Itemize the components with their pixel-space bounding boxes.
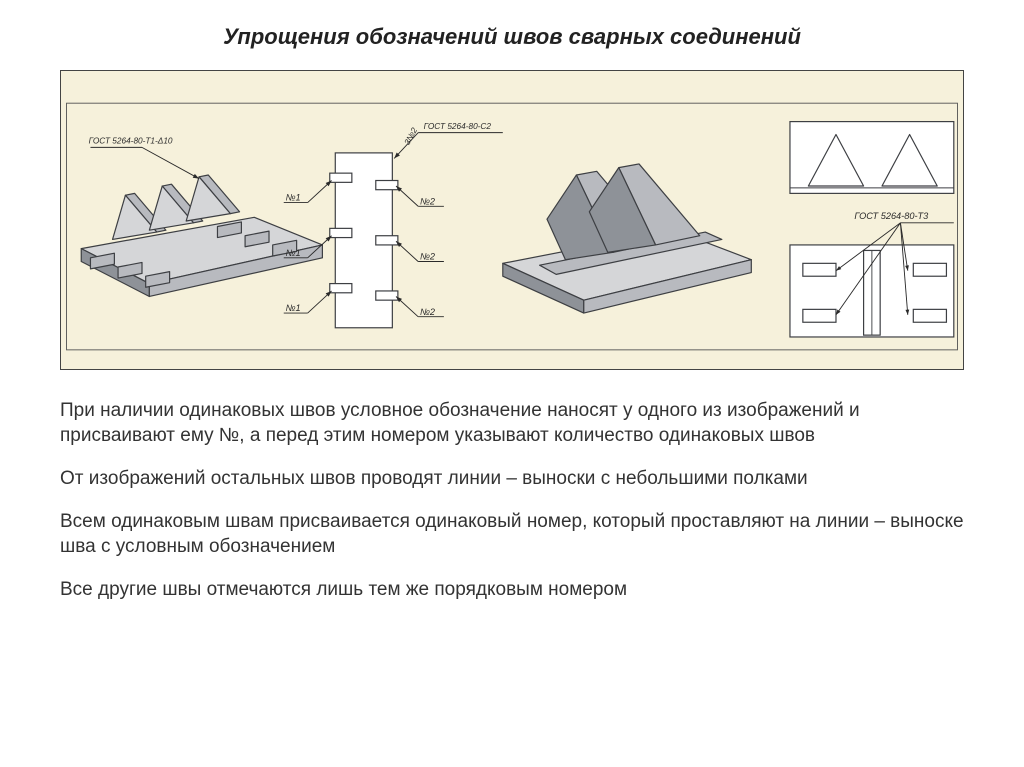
svg-text:№1: №1 xyxy=(286,193,301,203)
svg-text:№1: №1 xyxy=(286,303,301,313)
svg-text:№1: №1 xyxy=(286,248,301,258)
paragraph: При наличии одинаковых швов условное обо… xyxy=(60,398,964,448)
paragraph: Все другие швы отмечаются лишь тем же по… xyxy=(60,577,964,602)
svg-text:№2: №2 xyxy=(420,252,435,262)
svg-text:3№2: 3№2 xyxy=(403,126,420,147)
paragraph: Всем одинаковым швам присваивается одина… xyxy=(60,509,964,559)
svg-text:ГОСТ 5264-80-Т1-Δ10: ГОСТ 5264-80-Т1-Δ10 xyxy=(89,137,173,146)
svg-text:№2: №2 xyxy=(420,196,435,206)
svg-text:ГОСТ 5264-80-Т3: ГОСТ 5264-80-Т3 xyxy=(854,211,929,221)
technical-figure: ГОСТ 5264-80-Т1-Δ10 №1 №1 №1 №2 №2 №2 ГОСТ 5264… xyxy=(60,70,964,370)
svg-text:ГОСТ 5264-80-С2: ГОСТ 5264-80-С2 xyxy=(424,122,492,131)
svg-text:№2: №2 xyxy=(420,307,435,317)
page-title: Упрощения обозначений швов сварных соеди… xyxy=(60,24,964,50)
paragraph: От изображений остальных швов проводят л… xyxy=(60,466,964,491)
body-text: При наличии одинаковых швов условное обо… xyxy=(60,398,964,602)
